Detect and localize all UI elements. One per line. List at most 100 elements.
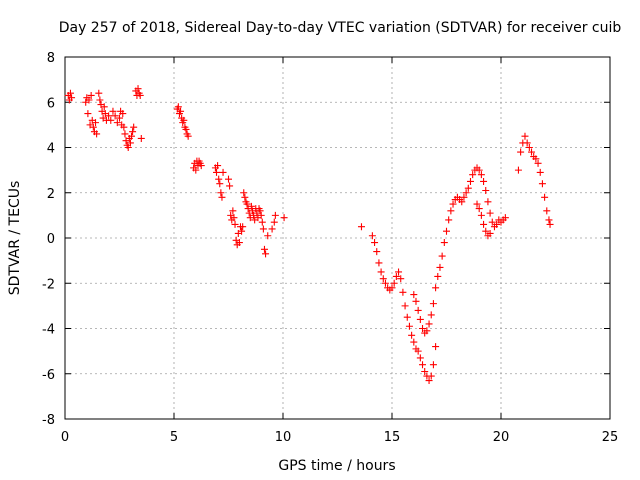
data-point: [412, 297, 420, 305]
data-point: [280, 214, 288, 222]
data-point: [447, 207, 455, 215]
data-point: [414, 306, 422, 314]
data-point: [427, 372, 435, 380]
data-point: [240, 189, 248, 197]
data-point: [392, 272, 400, 280]
data-point: [105, 112, 113, 120]
data-point: [488, 218, 496, 226]
data-point: [239, 223, 247, 231]
data-point: [130, 123, 138, 131]
x-tick-label: 0: [61, 430, 69, 445]
data-point: [120, 123, 128, 131]
data-point: [388, 284, 396, 292]
data-point: [260, 245, 268, 253]
data-point: [460, 193, 468, 201]
data-point: [262, 250, 270, 258]
data-point: [268, 225, 276, 233]
data-point: [124, 144, 132, 151]
data-point: [373, 248, 381, 256]
data-point: [129, 128, 137, 136]
data-point: [219, 168, 227, 176]
data-point: [238, 227, 246, 235]
data-point: [482, 227, 490, 235]
data-point: [214, 162, 222, 170]
data-point: [432, 343, 440, 351]
y-tick-label: 4: [47, 142, 55, 157]
data-point: [216, 180, 224, 188]
data-point: [517, 148, 525, 156]
data-point: [84, 110, 92, 118]
data-point: [134, 85, 142, 93]
chart-title: Day 257 of 2018, Sidereal Day-to-day VTE…: [59, 20, 622, 36]
data-point: [401, 302, 409, 310]
data-point: [521, 132, 529, 140]
data-point: [464, 184, 472, 192]
data-point: [403, 313, 411, 321]
data-point: [85, 96, 93, 104]
data-point: [177, 107, 185, 115]
data-point: [423, 327, 431, 335]
data-point: [477, 211, 485, 219]
data-point: [136, 91, 144, 99]
data-point: [68, 94, 76, 102]
data-point: [180, 116, 188, 124]
data-point: [241, 193, 249, 201]
x-tick-label: 25: [602, 430, 619, 445]
data-point: [390, 279, 398, 287]
data-point: [525, 144, 533, 151]
data-point: [215, 175, 223, 183]
data-point: [235, 239, 243, 247]
x-tick-label: 5: [170, 430, 178, 445]
data-point: [126, 139, 134, 147]
data-point: [419, 361, 427, 369]
y-tick-label: -2: [42, 277, 55, 292]
data-point: [414, 347, 422, 355]
data-point: [501, 214, 509, 222]
data-point: [484, 198, 492, 206]
data-point: [528, 148, 536, 156]
y-tick-label: 6: [47, 96, 55, 111]
y-tick-label: 8: [47, 51, 55, 66]
data-point: [184, 132, 192, 140]
data-point: [410, 338, 418, 346]
data-point: [438, 252, 446, 260]
data-point: [416, 354, 424, 362]
data-point: [419, 325, 427, 332]
y-tick-label: -6: [42, 368, 55, 383]
data-point: [217, 189, 225, 197]
data-point: [469, 171, 477, 179]
data-point: [100, 103, 108, 111]
data-point: [66, 89, 74, 97]
data-point: [486, 229, 494, 237]
data-point: [458, 198, 466, 206]
data-point: [259, 225, 267, 233]
data-point: [375, 259, 383, 267]
data-point: [271, 211, 279, 219]
data-point: [174, 103, 182, 111]
data-point: [96, 96, 104, 104]
data-point: [116, 114, 123, 122]
data-point: [475, 166, 483, 174]
data-point: [434, 272, 442, 280]
x-axis-label: GPS time / hours: [278, 458, 395, 474]
data-point: [225, 175, 232, 183]
data-point: [545, 216, 553, 224]
data-point: [92, 119, 100, 127]
data-point: [425, 320, 433, 328]
data-point: [256, 207, 264, 215]
data-point: [230, 214, 238, 222]
data-point: [137, 134, 145, 142]
y-tick-label: 2: [47, 187, 55, 202]
data-point: [270, 218, 278, 226]
data-point: [541, 193, 549, 201]
data-point: [119, 110, 127, 118]
data-point: [87, 91, 95, 99]
y-axis-label: SDTVAR / TECUs: [7, 181, 23, 296]
data-point: [466, 177, 474, 185]
data-point: [397, 275, 405, 283]
data-point: [213, 168, 221, 176]
data-point: [427, 311, 435, 319]
data-point: [480, 177, 488, 185]
data-point: [475, 205, 483, 213]
data-point: [408, 331, 416, 339]
